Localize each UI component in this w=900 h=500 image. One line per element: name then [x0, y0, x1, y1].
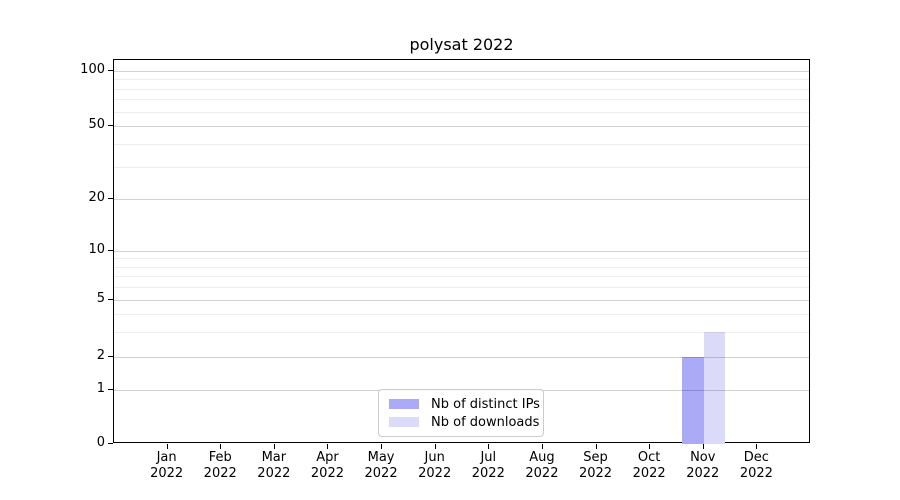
gridline-major: [114, 300, 809, 301]
x-tick-label: Feb 2022: [203, 450, 237, 481]
x-tick-mark: [541, 444, 543, 449]
gridline-major: [114, 251, 809, 252]
gridline-minor: [114, 143, 809, 145]
gridline-major: [114, 126, 809, 127]
bar-nb-of-downloads: [703, 331, 726, 444]
x-tick-mark: [488, 444, 490, 449]
gridline-minor: [114, 313, 809, 315]
y-tick-label: 10: [88, 242, 105, 257]
y-tick-label: 5: [96, 291, 105, 306]
gridline-major: [114, 71, 809, 72]
gridline-minor: [114, 88, 809, 90]
y-tick-mark: [108, 70, 113, 71]
y-tick-label: 1: [96, 381, 105, 396]
x-tick-label: Aug 2022: [525, 450, 559, 481]
x-tick-mark: [273, 444, 275, 449]
x-tick-label: May 2022: [364, 450, 398, 481]
y-tick-label: 100: [80, 62, 105, 77]
x-tick-label: Dec 2022: [739, 450, 773, 481]
y-tick-mark: [108, 125, 113, 126]
x-tick-mark: [649, 444, 651, 449]
gridline-minor: [114, 99, 809, 101]
y-tick-mark: [108, 389, 113, 390]
legend: Nb of distinct IPs Nb of downloads: [378, 389, 544, 437]
y-tick-label: 20: [88, 190, 105, 205]
gridline-minor: [114, 79, 809, 81]
chart-title: polysat 2022: [409, 35, 514, 54]
x-tick-label: Oct 2022: [632, 450, 666, 481]
gridline-minor: [114, 258, 809, 260]
plot-area: [113, 59, 810, 444]
x-tick-mark: [381, 444, 383, 449]
gridline-minor: [114, 287, 809, 289]
legend-label: Nb of distinct IPs: [431, 396, 540, 412]
y-tick-label: 2: [96, 348, 105, 363]
y-tick-mark: [108, 198, 113, 199]
x-tick-label: Apr 2022: [310, 450, 344, 481]
legend-swatch: [389, 417, 419, 427]
x-tick-mark: [327, 444, 329, 449]
y-tick-mark: [108, 299, 113, 300]
y-tick-label: 50: [88, 117, 105, 132]
x-tick-label: Sep 2022: [578, 450, 613, 481]
gridline-major: [114, 199, 809, 200]
legend-item: Nb of downloads: [389, 415, 539, 430]
x-tick-label: Nov 2022: [686, 450, 720, 481]
x-tick-label: Jan 2022: [150, 450, 184, 481]
x-tick-mark: [756, 444, 758, 449]
y-tick-label: 0: [96, 435, 105, 450]
gridline-minor: [114, 166, 809, 168]
y-tick-mark: [108, 356, 113, 357]
x-tick-mark: [220, 444, 222, 449]
bar-nb-of-distinct-ips: [682, 357, 704, 444]
x-tick-label: Jul 2022: [471, 450, 505, 481]
gridline-minor: [114, 111, 809, 113]
legend-swatch: [389, 399, 419, 409]
x-tick-label: Mar 2022: [257, 450, 291, 481]
x-tick-label: Jun 2022: [418, 450, 452, 481]
x-tick-mark: [595, 444, 597, 449]
y-tick-mark: [108, 443, 113, 444]
gridline-minor: [114, 276, 809, 278]
legend-item: Nb of distinct IPs: [389, 397, 540, 412]
x-tick-mark: [166, 444, 168, 449]
gridline-minor: [114, 266, 809, 268]
x-tick-mark: [702, 444, 704, 449]
x-tick-mark: [434, 444, 436, 449]
y-tick-mark: [108, 250, 113, 251]
legend-label: Nb of downloads: [431, 414, 540, 430]
